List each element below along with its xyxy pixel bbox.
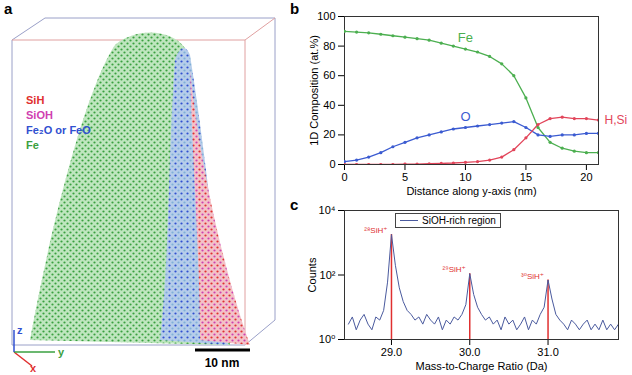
svg-text:80: 80	[323, 40, 335, 52]
svg-text:³⁰SiH⁺: ³⁰SiH⁺	[521, 272, 544, 281]
html-text:c: c	[290, 196, 299, 213]
svg-text:10: 10	[459, 171, 471, 183]
html-text:SiOH-rich region: SiOH-rich region	[422, 215, 496, 226]
svg-text:Fe₂O or FeO: Fe₂O or FeO	[26, 124, 91, 136]
svg-text:Counts: Counts	[306, 257, 318, 292]
svg-text:z: z	[17, 324, 23, 336]
svg-text:60: 60	[323, 69, 335, 81]
html-text:b: b	[290, 0, 300, 17]
svg-text:15: 15	[520, 171, 532, 183]
svg-text:31.0: 31.0	[537, 346, 558, 358]
svg-text:x: x	[30, 362, 37, 374]
svg-text:0: 0	[329, 158, 335, 170]
svg-text:10⁴: 10⁴	[319, 204, 336, 216]
svg-text:40: 40	[323, 99, 335, 111]
svg-text:Distance along y-axis (nm): Distance along y-axis (nm)	[406, 185, 536, 197]
svg-text:SiOH: SiOH	[26, 109, 53, 121]
svg-text:Mass-to-Charge Ratio (Da): Mass-to-Charge Ratio (Da)	[415, 360, 547, 372]
svg-text:O: O	[460, 109, 470, 124]
svg-text:1D Composition (at.%): 1D Composition (at.%)	[308, 35, 320, 146]
svg-text:30.0: 30.0	[459, 346, 480, 358]
svg-text:10⁰: 10⁰	[319, 333, 336, 345]
svg-text:²⁹SiH⁺: ²⁹SiH⁺	[443, 265, 466, 274]
html-text:a: a	[4, 0, 13, 17]
svg-text:100: 100	[317, 10, 335, 22]
svg-text:10 nm: 10 nm	[205, 356, 240, 370]
svg-text:H,Si: H,Si	[605, 113, 628, 127]
svg-text:Fe: Fe	[26, 139, 39, 151]
svg-text:20: 20	[580, 171, 592, 183]
svg-text:²⁸SiH⁺: ²⁸SiH⁺	[364, 226, 387, 235]
svg-text:29.0: 29.0	[381, 346, 402, 358]
svg-text:5: 5	[402, 171, 408, 183]
svg-text:0: 0	[341, 171, 347, 183]
svg-text:10²: 10²	[320, 269, 336, 281]
svg-text:SiH: SiH	[26, 94, 44, 106]
svg-text:Fe: Fe	[458, 30, 473, 45]
svg-text:y: y	[58, 346, 65, 358]
svg-text:20: 20	[323, 128, 335, 140]
